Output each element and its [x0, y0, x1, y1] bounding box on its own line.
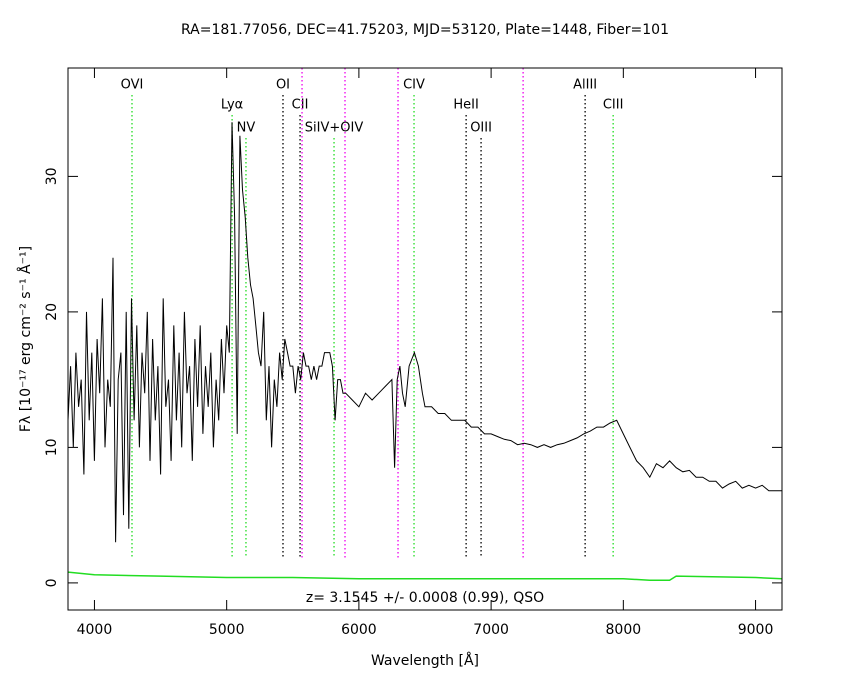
- error-line: [67, 571, 783, 581]
- y-tick-label: 0: [44, 578, 60, 587]
- y-tick-label: 30: [44, 167, 60, 185]
- emission-line-label: CIII: [603, 98, 624, 113]
- y-axis-label: Fλ [10⁻¹⁷ erg cm⁻² s⁻¹ Å⁻¹]: [17, 246, 34, 432]
- x-tick-label: 9000: [738, 622, 774, 638]
- emission-line-label: Lyα: [221, 98, 243, 113]
- x-tick-label: 7000: [473, 622, 509, 638]
- y-tick-label: 20: [44, 303, 60, 321]
- emission-line-label: HeII: [453, 98, 478, 113]
- x-tick-label: 6000: [341, 622, 377, 638]
- x-tick-label: 8000: [606, 622, 642, 638]
- emission-line-label: CII: [292, 98, 309, 113]
- emission-line-label: AlIII: [573, 78, 597, 93]
- emission-line-label: NV: [237, 121, 256, 136]
- x-tick-label: 4000: [77, 622, 113, 638]
- spectrum-line: [67, 122, 782, 543]
- emission-line-label: OIII: [470, 121, 492, 136]
- emission-line-label: OI: [276, 78, 290, 93]
- annotation: z= 3.1545 +/- 0.0008 (0.99), QSO: [306, 590, 544, 606]
- emission-line-label: CIV: [403, 78, 425, 93]
- emission-line-label: SiIV+OIV: [305, 121, 364, 136]
- x-tick-label: 5000: [209, 622, 245, 638]
- x-axis-label: Wavelength [Å]: [371, 652, 479, 669]
- chart-title: RA=181.77056, DEC=41.75203, MJD=53120, P…: [181, 22, 669, 38]
- y-tick-label: 10: [44, 438, 60, 456]
- emission-line-label: OVI: [121, 78, 144, 93]
- plot-frame: [67, 67, 783, 611]
